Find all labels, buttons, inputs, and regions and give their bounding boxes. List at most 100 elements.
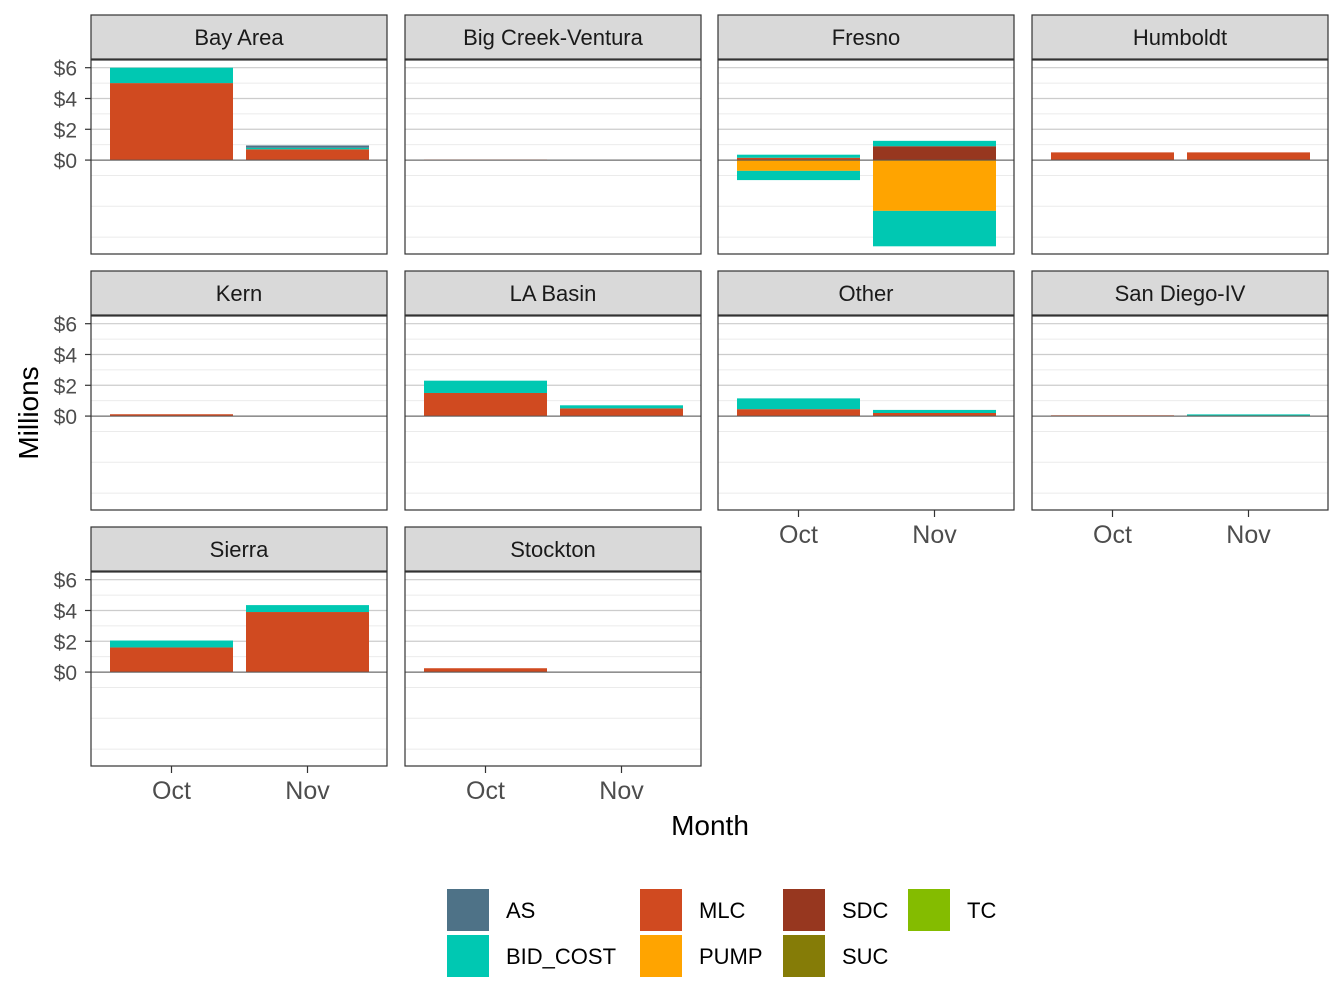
- legend-label: BID_COST: [506, 944, 616, 969]
- y-tick-label: $0: [54, 150, 77, 173]
- bar-segment-bid-cost-oct: [737, 154, 860, 158]
- bar-segment-mlc-oct: [110, 414, 233, 417]
- bar-segment-bid-cost-oct: [737, 398, 860, 410]
- legend-item-as: AS: [447, 889, 535, 931]
- bar-segment-mlc-oct: [424, 668, 547, 673]
- panel-strip: [90, 270, 388, 316]
- panel-border: [1031, 315, 1329, 511]
- panel-border: [1031, 59, 1329, 255]
- bar-segment-mlc-nov: [560, 408, 683, 417]
- x-tick-label: Oct: [779, 521, 818, 549]
- y-tick-label: $4: [54, 344, 78, 367]
- bar-segment-pump-oct: [737, 160, 860, 171]
- y-tick-label: $4: [54, 600, 78, 623]
- x-tick-label: Nov: [912, 521, 957, 549]
- legend-label: MLC: [699, 898, 746, 923]
- panel-title: Humboldt: [1133, 25, 1227, 50]
- x-tick-label: Oct: [466, 777, 505, 805]
- panel-title: Sierra: [210, 537, 269, 562]
- legend-item-mlc: MLC: [640, 889, 746, 931]
- panel-bay-area: Bay Area $0 $2 $4 $6: [54, 14, 388, 255]
- bar-segment-as-nov: [246, 145, 369, 148]
- panel-border: [404, 315, 702, 511]
- bar-segment-bid-cost-oct: [424, 380, 547, 393]
- panel-kern: Kern $0 $2 $4 $6: [54, 270, 388, 511]
- panel-title: Fresno: [832, 25, 900, 50]
- x-tick-label: Oct: [1093, 521, 1132, 549]
- legend-label: SUC: [842, 944, 889, 969]
- y-tick-label: $6: [54, 58, 77, 81]
- bar-segment-mlc-nov: [246, 149, 369, 161]
- bar-segment-mlc-oct: [737, 157, 860, 161]
- panel-title: San Diego-IV: [1115, 281, 1246, 306]
- bar-segment-mlc-oct: [1051, 152, 1174, 161]
- bar-segment-mlc-oct: [110, 83, 233, 161]
- bar-segment-sdc-nov: [873, 146, 996, 161]
- bar-segment-bid-cost-oct: [110, 640, 233, 648]
- y-tick-label: $2: [54, 375, 77, 398]
- legend-label: AS: [506, 898, 535, 923]
- panel-humboldt: Humboldt: [1031, 14, 1329, 255]
- y-tick-label: $0: [54, 662, 77, 685]
- panel-plot-area: [1032, 316, 1328, 510]
- legend-item-sdc: SDC: [783, 889, 889, 931]
- panel-border: [90, 571, 388, 767]
- legend-label: TC: [967, 898, 996, 923]
- y-tick-label: $2: [54, 119, 77, 142]
- y-tick-label: $0: [54, 406, 77, 429]
- bar-segment-bid-cost-nov: [246, 605, 369, 613]
- panel-strip: [717, 14, 1015, 60]
- panel-title: Big Creek-Ventura: [463, 25, 644, 50]
- bar-segment-mlc-oct: [424, 392, 547, 417]
- bar-segment-pump-nov: [873, 160, 996, 211]
- y-tick-label: $4: [54, 88, 78, 111]
- bar-segment-bid-cost-nov: [246, 147, 369, 150]
- bar-segment-bid-cost-nov: [873, 210, 996, 247]
- panel-other: Other Oct Nov: [717, 270, 1015, 549]
- bar-segment-bid-cost-nov: [873, 140, 996, 147]
- x-tick-label: Nov: [599, 777, 644, 805]
- legend-label: SDC: [842, 898, 889, 923]
- bar-segment-bid-cost-oct: [737, 170, 860, 181]
- y-axis-title: Millions: [13, 366, 44, 459]
- legend-key: [640, 935, 682, 977]
- legend: AS BID_COST MLC PUMP SDC SUC TC: [447, 889, 996, 977]
- panel-title: Kern: [216, 281, 262, 306]
- legend-item-suc: SUC: [783, 935, 889, 977]
- panel-title: Other: [838, 281, 893, 306]
- panel-title: Stockton: [510, 537, 596, 562]
- panel-strip: [90, 14, 388, 60]
- panel-border: [717, 59, 1015, 255]
- x-axis-title: Month: [671, 810, 749, 841]
- x-tick-label: Nov: [1226, 521, 1271, 549]
- panel-border: [717, 315, 1015, 511]
- panel-strip: [717, 270, 1015, 316]
- panel-border: [404, 59, 702, 255]
- legend-item-tc: TC: [908, 889, 996, 931]
- panel-title: Bay Area: [194, 25, 284, 50]
- y-tick-label: $2: [54, 631, 77, 654]
- panel-la-basin: LA Basin: [404, 270, 702, 511]
- panel-border: [90, 315, 388, 511]
- bar-segment-bid-cost-nov: [560, 405, 683, 409]
- bar-segment-mlc-nov: [1187, 152, 1310, 161]
- panel-strip: [404, 14, 702, 60]
- panel-stockton: Stockton Oct Nov: [404, 526, 702, 805]
- facet-panels: Bay Area $0 $2 $4 $6 Big Creek-Ventura Fresno H…: [54, 14, 1329, 805]
- legend-key: [640, 889, 682, 931]
- legend-key: [447, 935, 489, 977]
- panel-border: [90, 59, 388, 255]
- panel-sierra: Sierra $0 $2 $4 $6 Oct Nov: [54, 526, 388, 805]
- panel-fresno: Fresno: [717, 14, 1015, 255]
- panel-strip: [1031, 270, 1329, 316]
- bar-segment-mlc-nov: [873, 413, 996, 417]
- panel-strip: [404, 526, 702, 572]
- panel-border: [404, 571, 702, 767]
- panel-strip: [90, 526, 388, 572]
- panel-plot-area: [405, 60, 701, 254]
- bar-segment-bid-cost-oct: [110, 67, 233, 84]
- legend-key: [447, 889, 489, 931]
- panel-big-creek-ventura: Big Creek-Ventura: [404, 14, 702, 255]
- bar-segment-mlc-oct: [110, 647, 233, 673]
